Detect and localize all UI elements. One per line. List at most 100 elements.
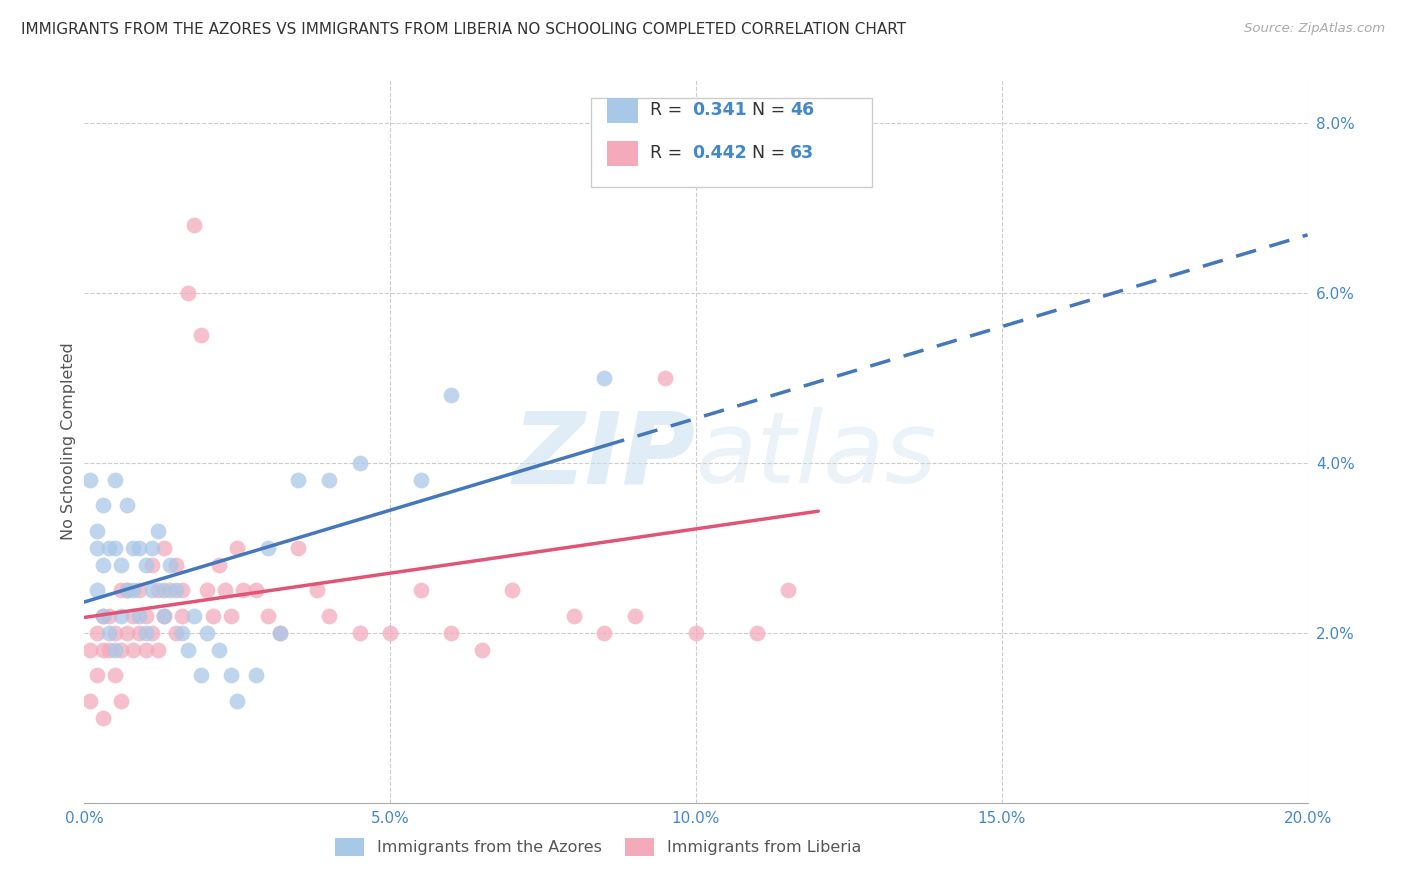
Point (165, 583, 187, 598)
Point (86, 541, 108, 555)
Point (141, 541, 163, 555)
Point (141, 558, 163, 572)
Point (141, 625, 163, 640)
Point (91, 498, 114, 512)
Point (349, 625, 371, 640)
Point (91, 642, 114, 657)
Text: 63: 63 (790, 144, 814, 161)
Point (624, 608, 647, 623)
Point (172, 608, 194, 623)
Point (91, 608, 114, 623)
Point (153, 583, 176, 598)
Point (128, 608, 150, 623)
Point (128, 625, 150, 640)
Point (195, 625, 218, 640)
Point (165, 625, 187, 640)
Point (110, 608, 132, 623)
Point (257, 608, 280, 623)
Text: 0.442: 0.442 (692, 144, 747, 161)
Point (146, 524, 169, 538)
Point (685, 625, 707, 640)
Point (593, 371, 616, 385)
Point (104, 625, 127, 640)
Point (135, 625, 157, 640)
Point (128, 583, 150, 598)
Point (128, 541, 150, 555)
Text: 46: 46 (790, 101, 814, 119)
Point (115, 583, 138, 598)
Point (440, 625, 463, 640)
Point (269, 625, 291, 640)
Point (219, 668, 242, 682)
Point (226, 694, 249, 708)
Text: 0.341: 0.341 (692, 101, 747, 119)
Point (226, 541, 249, 555)
Point (86, 583, 108, 598)
Point (135, 608, 157, 623)
Point (201, 608, 224, 623)
Point (245, 668, 267, 682)
Point (195, 583, 218, 598)
Point (115, 583, 138, 598)
Point (86, 668, 108, 682)
Point (440, 388, 463, 402)
Point (349, 456, 371, 470)
Point (91, 711, 114, 725)
Point (807, 158, 830, 172)
Point (172, 625, 194, 640)
Point (593, 625, 616, 640)
Point (183, 218, 205, 232)
Text: R =: R = (650, 101, 688, 119)
Point (654, 371, 676, 385)
Point (190, 668, 212, 682)
Point (135, 642, 157, 657)
Point (153, 541, 176, 555)
Point (135, 558, 157, 572)
Point (86, 524, 108, 538)
Legend: Immigrants from the Azores, Immigrants from Liberia: Immigrants from the Azores, Immigrants f… (335, 838, 862, 856)
Text: R =: R = (650, 144, 688, 161)
Point (153, 608, 176, 623)
Text: N =: N = (741, 101, 790, 119)
Point (380, 625, 402, 640)
Point (159, 558, 181, 572)
Point (318, 473, 340, 487)
Point (104, 541, 127, 555)
Y-axis label: No Schooling Completed: No Schooling Completed (60, 343, 76, 541)
Text: ZIP: ZIP (513, 408, 696, 505)
Point (502, 583, 524, 598)
Point (91, 558, 114, 572)
Point (104, 642, 127, 657)
Point (86, 625, 108, 640)
Point (245, 583, 267, 598)
Point (79, 642, 101, 657)
Point (115, 625, 138, 640)
Point (104, 668, 127, 682)
Point (97, 625, 120, 640)
Point (562, 608, 585, 623)
Point (177, 285, 200, 300)
Point (159, 583, 181, 598)
Point (208, 642, 231, 657)
Point (409, 583, 432, 598)
Point (79, 473, 101, 487)
Point (172, 583, 194, 598)
Point (269, 625, 291, 640)
Point (97, 608, 120, 623)
Point (776, 583, 799, 598)
Point (190, 328, 212, 343)
Point (79, 694, 101, 708)
Point (219, 608, 242, 623)
Text: IMMIGRANTS FROM THE AZORES VS IMMIGRANTS FROM LIBERIA NO SCHOOLING COMPLETED COR: IMMIGRANTS FROM THE AZORES VS IMMIGRANTS… (21, 22, 907, 37)
Point (110, 558, 132, 572)
Point (214, 583, 236, 598)
Point (122, 541, 145, 555)
Point (104, 473, 127, 487)
Point (122, 608, 145, 623)
Point (110, 583, 132, 598)
Point (232, 583, 254, 598)
Text: atlas: atlas (696, 408, 938, 505)
Point (146, 583, 169, 598)
Point (122, 583, 145, 598)
Point (97, 642, 120, 657)
